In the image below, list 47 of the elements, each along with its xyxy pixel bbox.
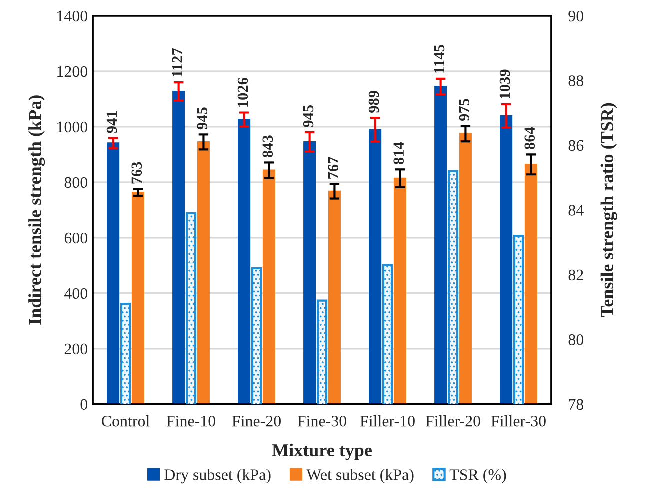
x-tick-label: Filler-20 — [426, 415, 480, 427]
bar — [328, 190, 341, 404]
y-axis-title: Indirect tensile strength (kPa) — [28, 96, 46, 325]
legend-label: Dry subset (kPa) — [164, 469, 271, 484]
bar — [238, 119, 251, 404]
y-tick-label: 1400 — [58, 10, 88, 22]
data-label: 814 — [394, 142, 404, 164]
x-tick-label: Control — [102, 415, 150, 427]
y-tick-label: 1000 — [58, 122, 88, 133]
y2-tick-label: 82 — [568, 270, 584, 281]
legend-label: Wet subset (kPa) — [306, 469, 414, 484]
y-tick-label: 600 — [64, 232, 88, 244]
data-label: 989 — [368, 91, 380, 113]
y2-tick-label: 86 — [568, 140, 584, 152]
data-label: 843 — [262, 136, 274, 158]
x-tick-label: Filler-30 — [491, 415, 546, 427]
legend-label: TSR (%) — [450, 469, 506, 484]
x-tick-label: Fine-30 — [298, 416, 346, 427]
data-label: 945 — [197, 108, 208, 130]
data-label: 1145 — [434, 45, 445, 74]
y-tick-label: 800 — [64, 177, 88, 188]
y2-tick-label: 90 — [568, 10, 584, 22]
y2-tick-label: 88 — [568, 76, 584, 86]
data-label: 975 — [459, 99, 470, 122]
y2-axis-title: Tensile strength ratio (TSR) — [600, 103, 618, 318]
data-label: 864 — [524, 127, 536, 150]
y-tick-label: 400 — [64, 288, 88, 300]
data-label: 1026 — [238, 78, 248, 107]
bar — [304, 141, 316, 404]
data-label: 763 — [132, 162, 142, 184]
bar — [107, 142, 120, 404]
x-tick-label: Filler-10 — [360, 415, 415, 427]
y-tick-label: 1200 — [58, 66, 88, 78]
data-label: 945 — [303, 105, 314, 128]
y-tick-label: 0 — [80, 399, 88, 410]
data-label: 767 — [328, 157, 339, 179]
data-label: 1127 — [172, 48, 182, 77]
x-tick-label: Fine-20 — [232, 416, 281, 427]
y2-tick-label: 80 — [568, 334, 584, 346]
y-tick-label: 200 — [64, 344, 88, 355]
y2-tick-label: 84 — [568, 205, 584, 216]
data-label: 941 — [106, 112, 118, 134]
x-tick-label: Fine-10 — [166, 416, 216, 427]
data-label: 1039 — [500, 70, 510, 99]
y2-tick-label: 78 — [569, 399, 584, 410]
bar — [132, 192, 144, 404]
x-axis-title: Mixture type — [272, 444, 372, 460]
